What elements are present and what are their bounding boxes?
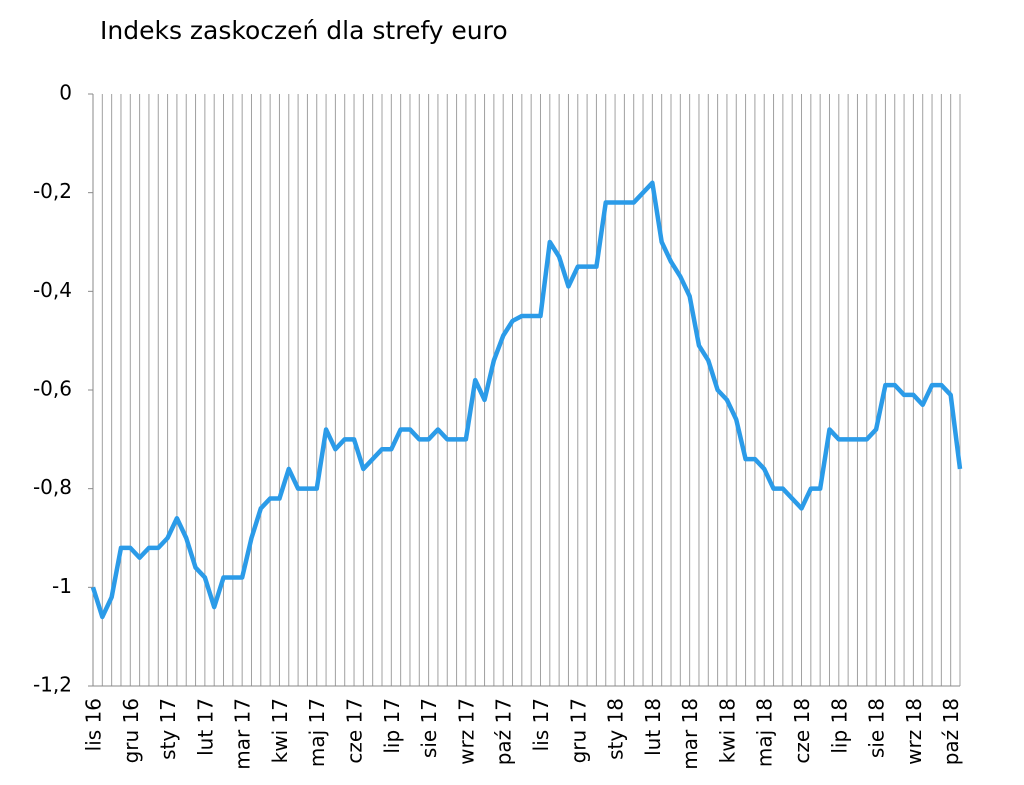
x-tick-label: lip 17: [380, 698, 404, 754]
y-tick-label: -0,8: [33, 475, 72, 499]
x-tick-label: paź 18: [939, 698, 963, 765]
y-tick-label: -0,6: [33, 377, 72, 401]
x-tick-label: gru 16: [119, 698, 143, 763]
x-tick-label: mar 18: [678, 698, 702, 770]
x-tick-label: sie 17: [417, 698, 441, 758]
x-tick-label: wrz 18: [902, 698, 926, 765]
x-tick-label: mar 17: [231, 698, 255, 770]
y-tick-label: -1,2: [33, 673, 72, 697]
x-tick-label: gru 17: [566, 698, 590, 763]
y-tick-label: -0,2: [33, 179, 72, 203]
x-tick-label: sie 18: [865, 698, 889, 758]
x-tick-label: lut 17: [193, 698, 217, 756]
y-tick-label: -0,4: [33, 278, 72, 302]
x-tick-label: paź 17: [492, 698, 516, 765]
x-tick-label: cze 18: [790, 698, 814, 764]
x-tick-label: wrz 17: [454, 698, 478, 765]
x-tick-label: maj 17: [305, 698, 329, 767]
chart-title: Indeks zaskoczeń dla strefy euro: [100, 16, 508, 45]
x-tick-label: lis 16: [82, 698, 106, 751]
x-tick-label: sty 17: [156, 698, 180, 760]
x-tick-label: kwi 17: [268, 698, 292, 763]
x-tick-label: cze 17: [343, 698, 367, 764]
x-tick-label: lut 18: [641, 698, 665, 756]
x-tick-label: kwi 18: [715, 698, 739, 763]
data-line: [90, 180, 963, 620]
y-tick-label: 0: [59, 81, 72, 105]
y-tick-label: -1: [52, 574, 72, 598]
x-tick-label: lip 18: [827, 698, 851, 754]
x-tick-label: sty 18: [604, 698, 628, 760]
x-tick-label: maj 18: [753, 698, 777, 767]
x-tick-label: lis 17: [529, 698, 553, 751]
